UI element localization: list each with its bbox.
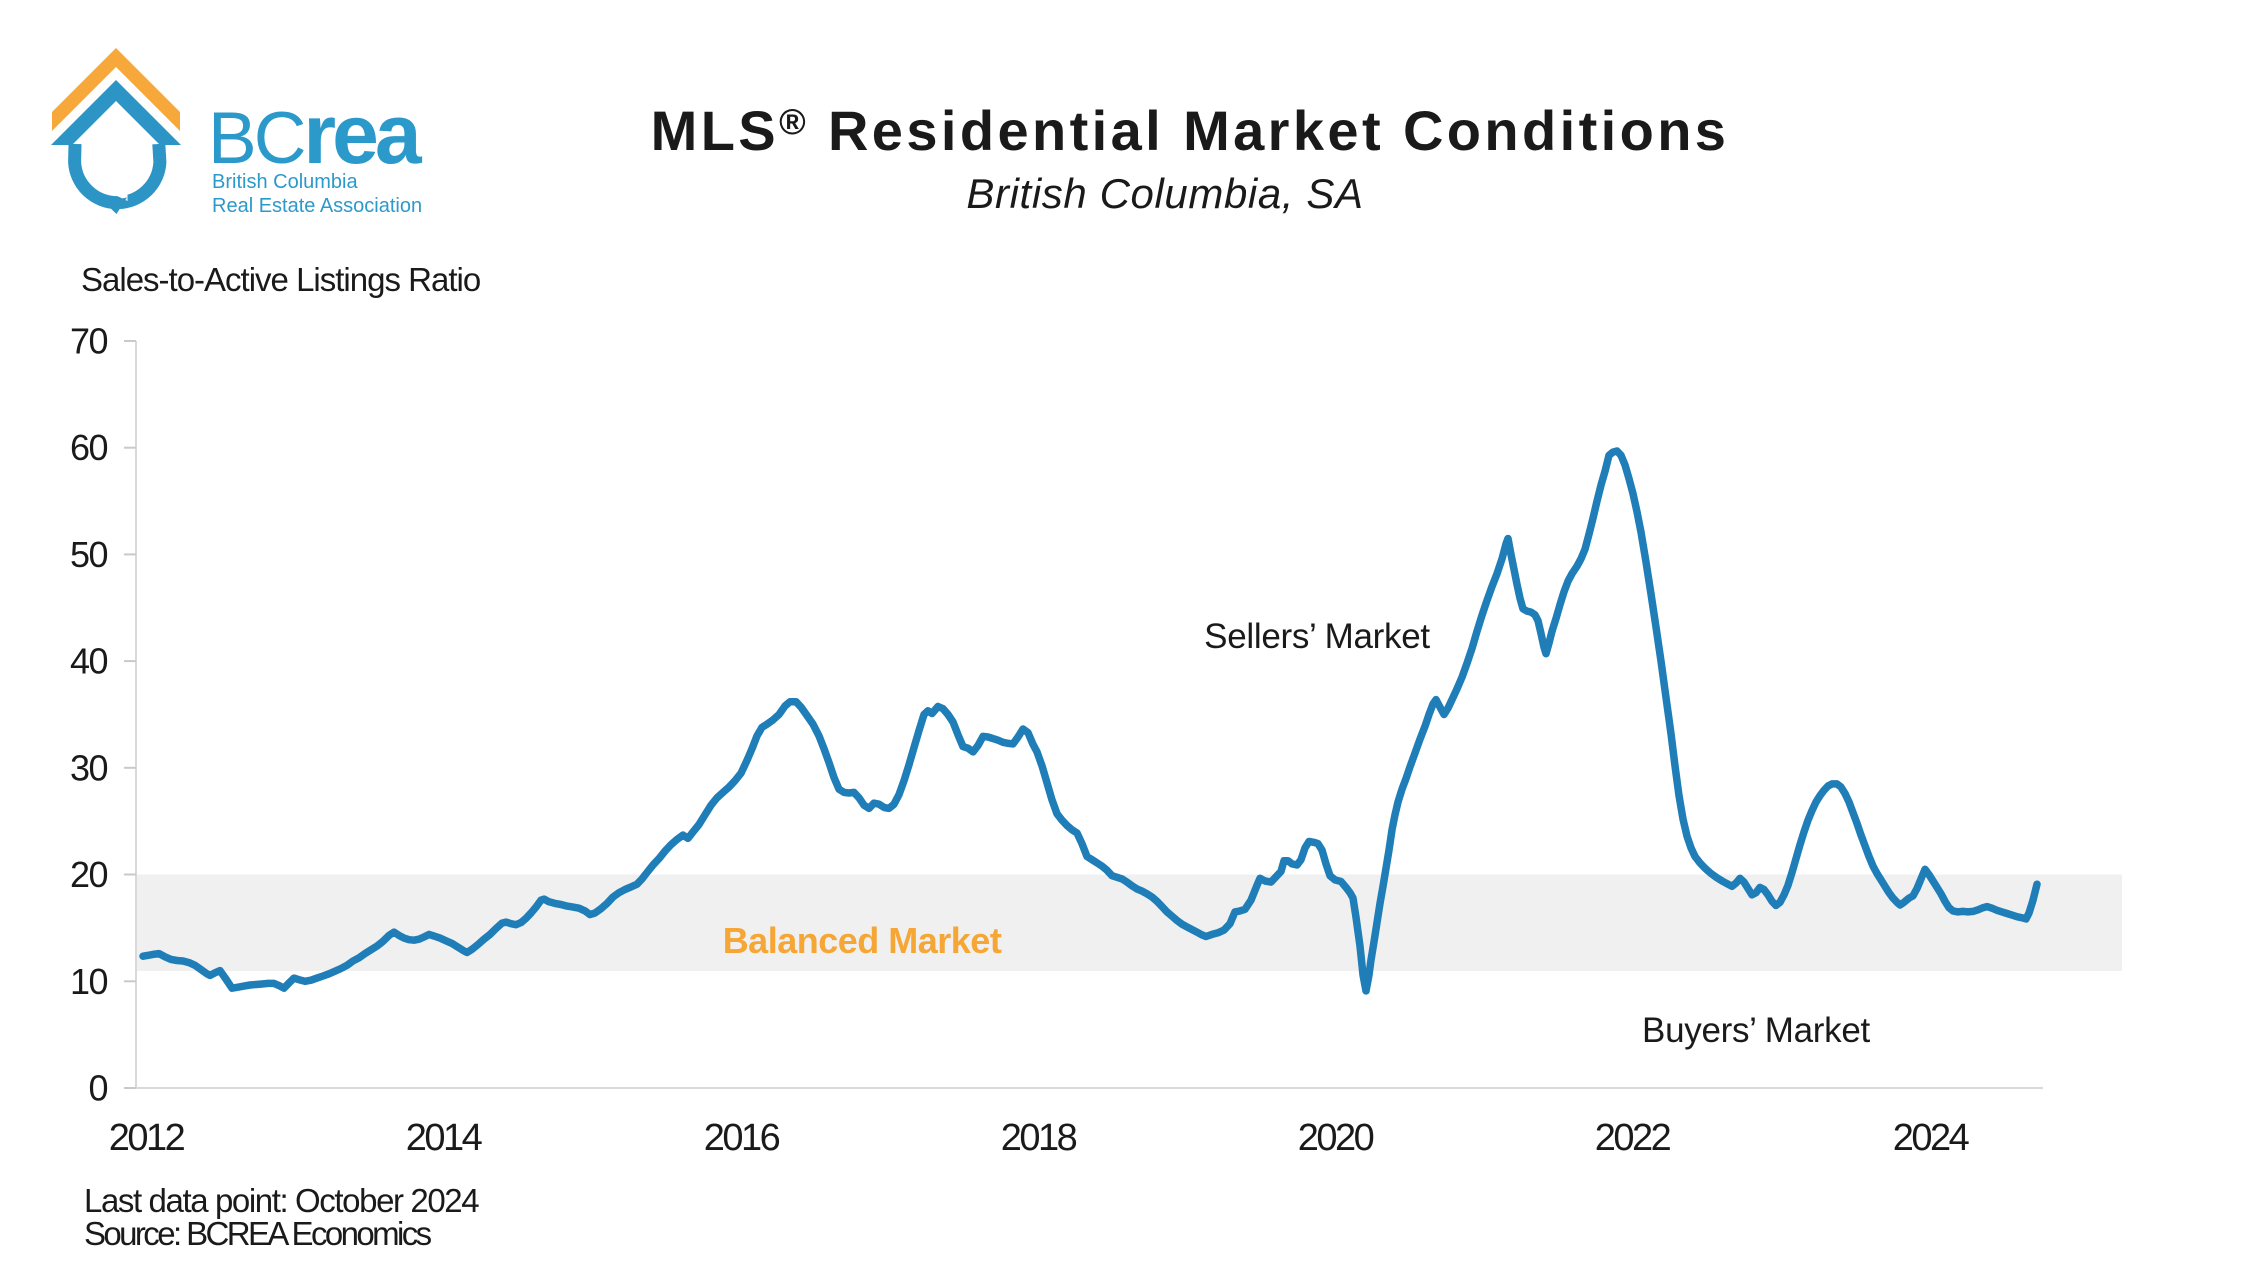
svg-text:20: 20 [70, 854, 108, 895]
svg-text:Buyers’ Market: Buyers’ Market [1642, 1011, 1870, 1050]
svg-text:70: 70 [70, 321, 108, 362]
svg-text:30: 30 [70, 747, 108, 788]
svg-text:0: 0 [88, 1068, 107, 1109]
svg-text:2020: 2020 [1298, 1117, 1374, 1159]
svg-text:10: 10 [70, 961, 108, 1002]
svg-text:British Columbia, SA: British Columbia, SA [966, 170, 1363, 217]
svg-text:2022: 2022 [1595, 1117, 1671, 1159]
svg-text:BCrea: BCrea [208, 87, 423, 181]
svg-text:40: 40 [70, 641, 108, 682]
svg-text:2018: 2018 [1001, 1117, 1077, 1159]
svg-text:2016: 2016 [704, 1117, 780, 1159]
svg-text:Real Estate Association: Real Estate Association [212, 195, 422, 217]
svg-text:Last data point: October 2024: Last data point: October 2024 [84, 1182, 479, 1219]
svg-text:50: 50 [70, 534, 108, 575]
svg-text:Source: BCREA Economics: Source: BCREA Economics [84, 1215, 432, 1252]
svg-text:2024: 2024 [1893, 1117, 1970, 1159]
svg-text:MLS® Residential Market Condit: MLS® Residential Market Conditions [651, 99, 1730, 162]
svg-text:Sellers’ Market: Sellers’ Market [1204, 617, 1430, 656]
svg-text:British Columbia: British Columbia [212, 171, 358, 193]
svg-text:60: 60 [70, 427, 108, 468]
svg-text:2014: 2014 [406, 1117, 483, 1159]
svg-text:2012: 2012 [109, 1117, 185, 1159]
svg-text:Sales-to-Active Listings Ratio: Sales-to-Active Listings Ratio [81, 261, 480, 298]
svg-text:Balanced Market: Balanced Market [723, 920, 1002, 961]
